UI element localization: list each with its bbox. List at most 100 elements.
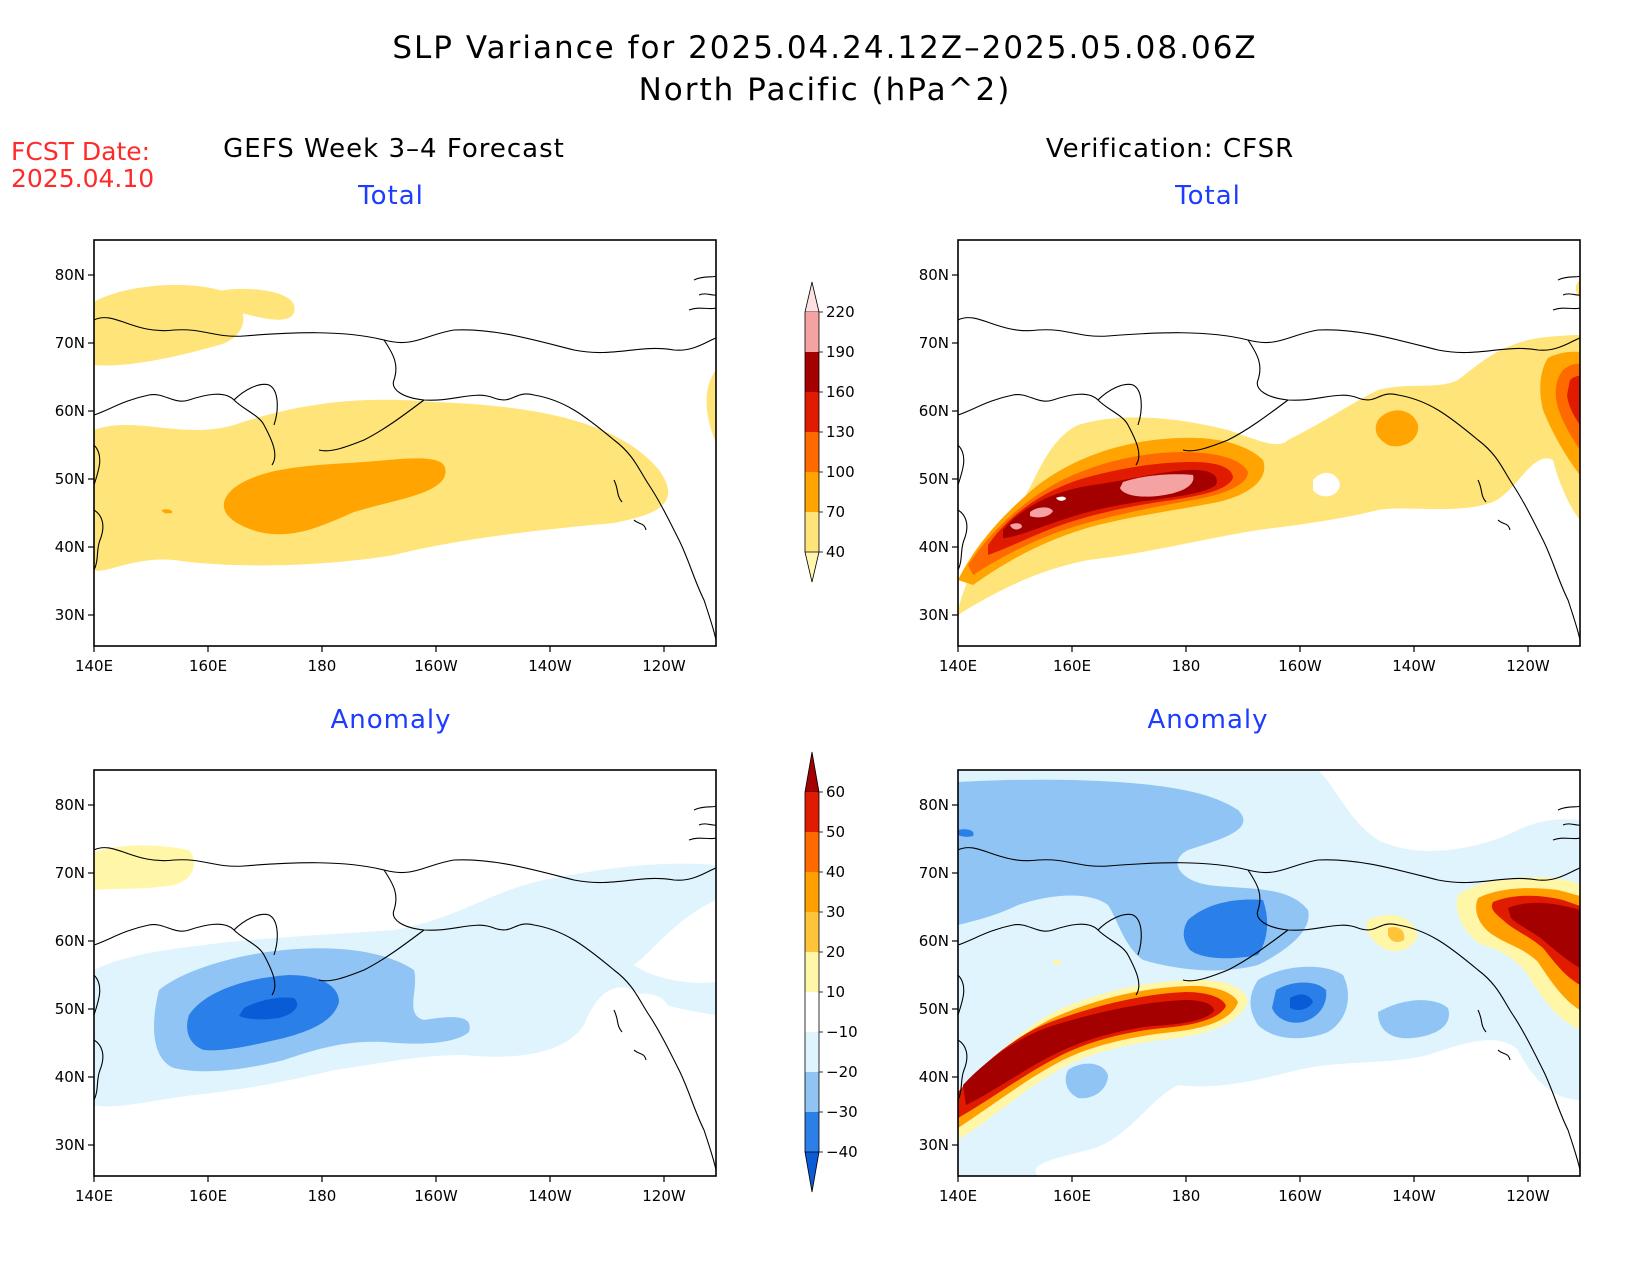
lat-ticks (88, 804, 94, 1146)
colorbar-total-level-label: 160 (826, 383, 855, 401)
colorbar-anomaly-level-label: 30 (826, 903, 845, 921)
colorbar-anomaly-segment (805, 1032, 819, 1072)
coastline (958, 275, 1580, 641)
lat-label: 60N (919, 932, 949, 950)
lon-label: 160E (1053, 657, 1091, 675)
lat-label: 40N (55, 538, 85, 556)
lat-label: 60N (55, 402, 85, 420)
top-right-panel-title: Total (1175, 181, 1241, 211)
colorbar-total-cap-bottom (804, 551, 820, 583)
colorbar-anomaly-cap-top (804, 751, 820, 793)
lon-label: 140E (75, 1187, 113, 1205)
lon-label: 160W (414, 1187, 458, 1205)
lon-label: 140E (939, 1187, 977, 1205)
colorbar-anomaly-level-label: 20 (826, 943, 845, 961)
lon-ticks (957, 1176, 1529, 1182)
lon-label: 160W (414, 657, 458, 675)
colorbar-anomaly-segment (805, 1112, 819, 1152)
colorbar-total-segment (805, 312, 819, 352)
lon-label: 180 (1172, 1187, 1201, 1205)
lat-label: 70N (55, 864, 85, 882)
right-column-title: Verification: CFSR (1045, 134, 1295, 164)
colorbar-total-level-label: 100 (826, 463, 855, 481)
bottom-left-panel-title: Anomaly (330, 705, 452, 735)
lon-label: 160W (1278, 1187, 1322, 1205)
map-frame (93, 239, 717, 647)
colorbar-anomaly-segment (805, 912, 819, 952)
lat-label: 50N (919, 470, 949, 488)
lon-label: 120W (642, 657, 686, 675)
main-subtitle: North Pacific (hPa^2) (638, 72, 1012, 108)
map-gefs-anomaly: 80N 70N 60N 50N 40N 30N 140E 160E 180 16… (55, 769, 717, 1205)
colorbar-total-level-label: 220 (826, 303, 855, 321)
colorbar-total-level-label: 40 (826, 543, 845, 561)
lon-label: 140W (528, 1187, 572, 1205)
lon-label: 120W (642, 1187, 686, 1205)
lon-label: 140E (939, 657, 977, 675)
lat-label: 60N (55, 932, 85, 950)
lat-label: 80N (55, 796, 85, 814)
lon-label: 160E (1053, 1187, 1091, 1205)
lon-label: 180 (308, 657, 337, 675)
fcst-date: 2025.04.10 (11, 164, 155, 193)
colorbar-anomaly-segment (805, 872, 819, 912)
lat-label: 30N (55, 606, 85, 624)
map-frame (957, 239, 1581, 647)
coastline (958, 805, 1580, 1171)
colorbar-anomaly-level-label: −20 (826, 1063, 858, 1081)
lat-label: 50N (919, 1000, 949, 1018)
lat-label: 70N (919, 334, 949, 352)
lat-label: 40N (919, 1068, 949, 1086)
fcst-date-block: FCST Date: 2025.04.10 (11, 138, 154, 192)
lon-label: 120W (1506, 657, 1550, 675)
colorbar-anomaly-level-label: 40 (826, 863, 845, 881)
lat-label: 70N (55, 334, 85, 352)
lon-label: 140E (75, 657, 113, 675)
lon-label: 120W (1506, 1187, 1550, 1205)
colorbar-total-level-label: 190 (826, 343, 855, 361)
colorbar-total-cap-top (804, 281, 820, 313)
colorbar-anomaly-level-label: −40 (826, 1143, 858, 1161)
lat-label: 60N (919, 402, 949, 420)
map-frame (93, 769, 717, 1177)
main-title: SLP Variance for 2025.04.24.12Z–2025.05.… (392, 30, 1258, 66)
lat-label: 40N (55, 1068, 85, 1086)
lon-label: 140W (1392, 657, 1436, 675)
coastline (94, 275, 716, 641)
colorbar-anomaly-segment (805, 1072, 819, 1112)
coastline (94, 805, 716, 1171)
variance-70-region (223, 458, 446, 535)
lat-label: 30N (919, 606, 949, 624)
colorbar-anomaly-level-label: −10 (826, 1023, 858, 1041)
colorbar-total-segment (805, 392, 819, 432)
lat-label: 40N (919, 538, 949, 556)
colorbar-anomaly-segment (805, 792, 819, 832)
lat-ticks (88, 274, 94, 616)
lon-label: 160E (189, 657, 227, 675)
colorbar-anomaly-level-label: −30 (826, 1103, 858, 1121)
colorbar-total-level-label: 70 (826, 503, 845, 521)
fcst-label: FCST Date: (11, 137, 151, 166)
lat-label: 70N (919, 864, 949, 882)
lat-label: 30N (55, 1136, 85, 1154)
lat-label: 80N (55, 266, 85, 284)
lon-label: 160E (189, 1187, 227, 1205)
colorbar-total: 40 70 100 130 160 190 220 (804, 281, 855, 583)
lon-label: 160W (1278, 657, 1322, 675)
lon-label: 180 (1172, 657, 1201, 675)
lat-ticks (952, 804, 958, 1146)
lat-label: 50N (55, 1000, 85, 1018)
lat-label: 80N (919, 796, 949, 814)
lat-label: 30N (919, 1136, 949, 1154)
map-frame (957, 769, 1581, 1177)
colorbar-anomaly-segment (805, 992, 819, 1032)
lon-label: 140W (528, 657, 572, 675)
colorbar-anomaly-segment (805, 952, 819, 992)
map-cfsr-total: 80N 70N 60N 50N 40N 30N 140E 160E 180 16… (919, 239, 1581, 675)
colorbar-anomaly-segment (805, 832, 819, 872)
colorbar-total-level-label: 130 (826, 423, 855, 441)
colorbar-anomaly: −40 −30 −20 −10 10 20 30 40 50 60 (804, 751, 858, 1193)
lon-label: 140W (1392, 1187, 1436, 1205)
bottom-right-panel-title: Anomaly (1147, 705, 1269, 735)
top-left-panel-title: Total (358, 181, 424, 211)
